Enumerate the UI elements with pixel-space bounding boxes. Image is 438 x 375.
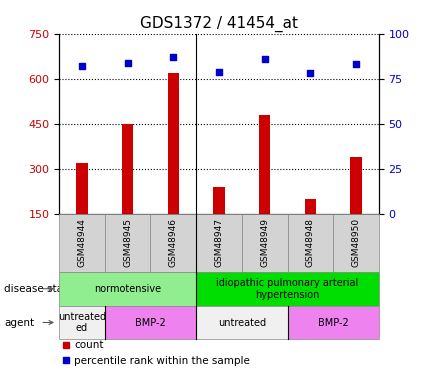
Bar xyxy=(122,124,133,214)
Point xyxy=(353,62,360,68)
Text: BMP-2: BMP-2 xyxy=(135,318,166,327)
Text: GSM48950: GSM48950 xyxy=(352,218,360,267)
Text: GSM48944: GSM48944 xyxy=(78,218,86,267)
Text: untreated
ed: untreated ed xyxy=(58,312,106,333)
Text: idiopathic pulmonary arterial
hypertension: idiopathic pulmonary arterial hypertensi… xyxy=(216,278,359,300)
Text: GSM48945: GSM48945 xyxy=(123,218,132,267)
Bar xyxy=(168,73,179,214)
Point xyxy=(307,70,314,76)
Point xyxy=(170,54,177,60)
Text: BMP-2: BMP-2 xyxy=(318,318,349,327)
Point xyxy=(215,69,223,75)
Text: disease state: disease state xyxy=(4,284,74,294)
Text: GSM48946: GSM48946 xyxy=(169,218,178,267)
Text: untreated: untreated xyxy=(218,318,266,327)
Text: agent: agent xyxy=(4,318,35,327)
Text: normotensive: normotensive xyxy=(94,284,161,294)
Point xyxy=(78,63,85,69)
Text: GSM48949: GSM48949 xyxy=(260,218,269,267)
Text: GSM48947: GSM48947 xyxy=(215,218,223,267)
Legend: count, percentile rank within the sample: count, percentile rank within the sample xyxy=(58,336,254,370)
Bar xyxy=(350,157,362,214)
Bar xyxy=(259,115,270,214)
Title: GDS1372 / 41454_at: GDS1372 / 41454_at xyxy=(140,16,298,32)
Bar xyxy=(213,187,225,214)
Bar xyxy=(305,199,316,214)
Bar xyxy=(76,163,88,214)
Point xyxy=(124,60,131,66)
Point xyxy=(261,56,268,62)
Text: GSM48948: GSM48948 xyxy=(306,218,315,267)
